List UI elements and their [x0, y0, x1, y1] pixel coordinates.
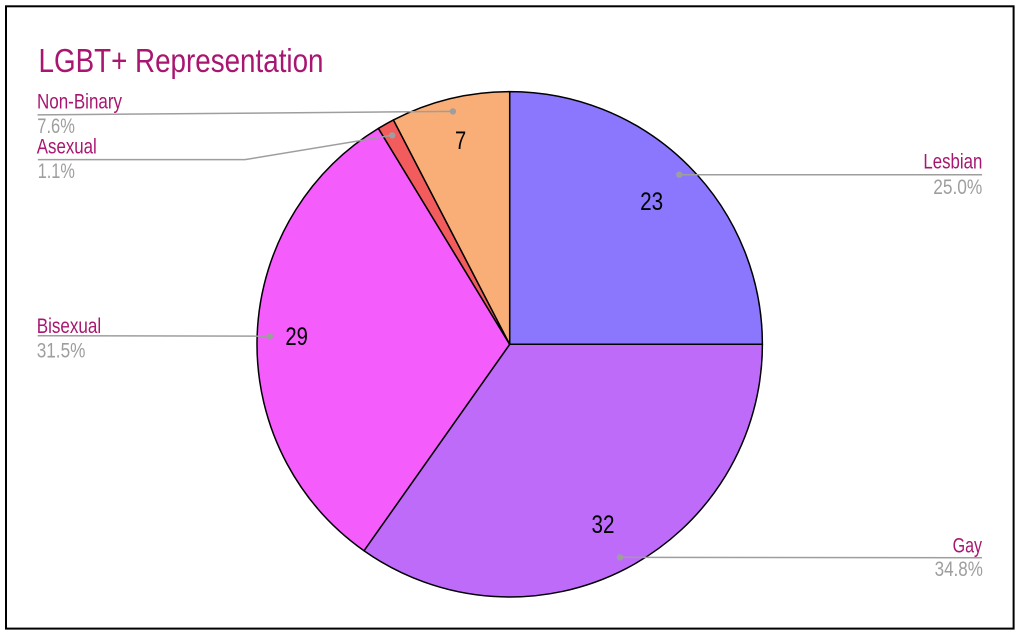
svg-text:23: 23: [640, 188, 663, 216]
svg-text:1.1%: 1.1%: [38, 160, 75, 183]
svg-text:29: 29: [285, 323, 308, 351]
svg-text:Gay: Gay: [953, 535, 983, 558]
svg-text:Bisexual: Bisexual: [37, 315, 102, 338]
svg-text:32: 32: [592, 511, 615, 539]
svg-text:Non-Binary: Non-Binary: [37, 91, 122, 114]
svg-text:Asexual: Asexual: [37, 136, 97, 159]
svg-text:25.0%: 25.0%: [933, 176, 982, 199]
svg-text:7.6%: 7.6%: [37, 115, 75, 138]
svg-text:7: 7: [455, 127, 466, 155]
svg-text:31.5%: 31.5%: [37, 339, 86, 362]
svg-text:LGBT+ Representation: LGBT+ Representation: [39, 42, 324, 79]
svg-text:Lesbian: Lesbian: [923, 150, 982, 173]
svg-text:34.8%: 34.8%: [935, 558, 983, 581]
